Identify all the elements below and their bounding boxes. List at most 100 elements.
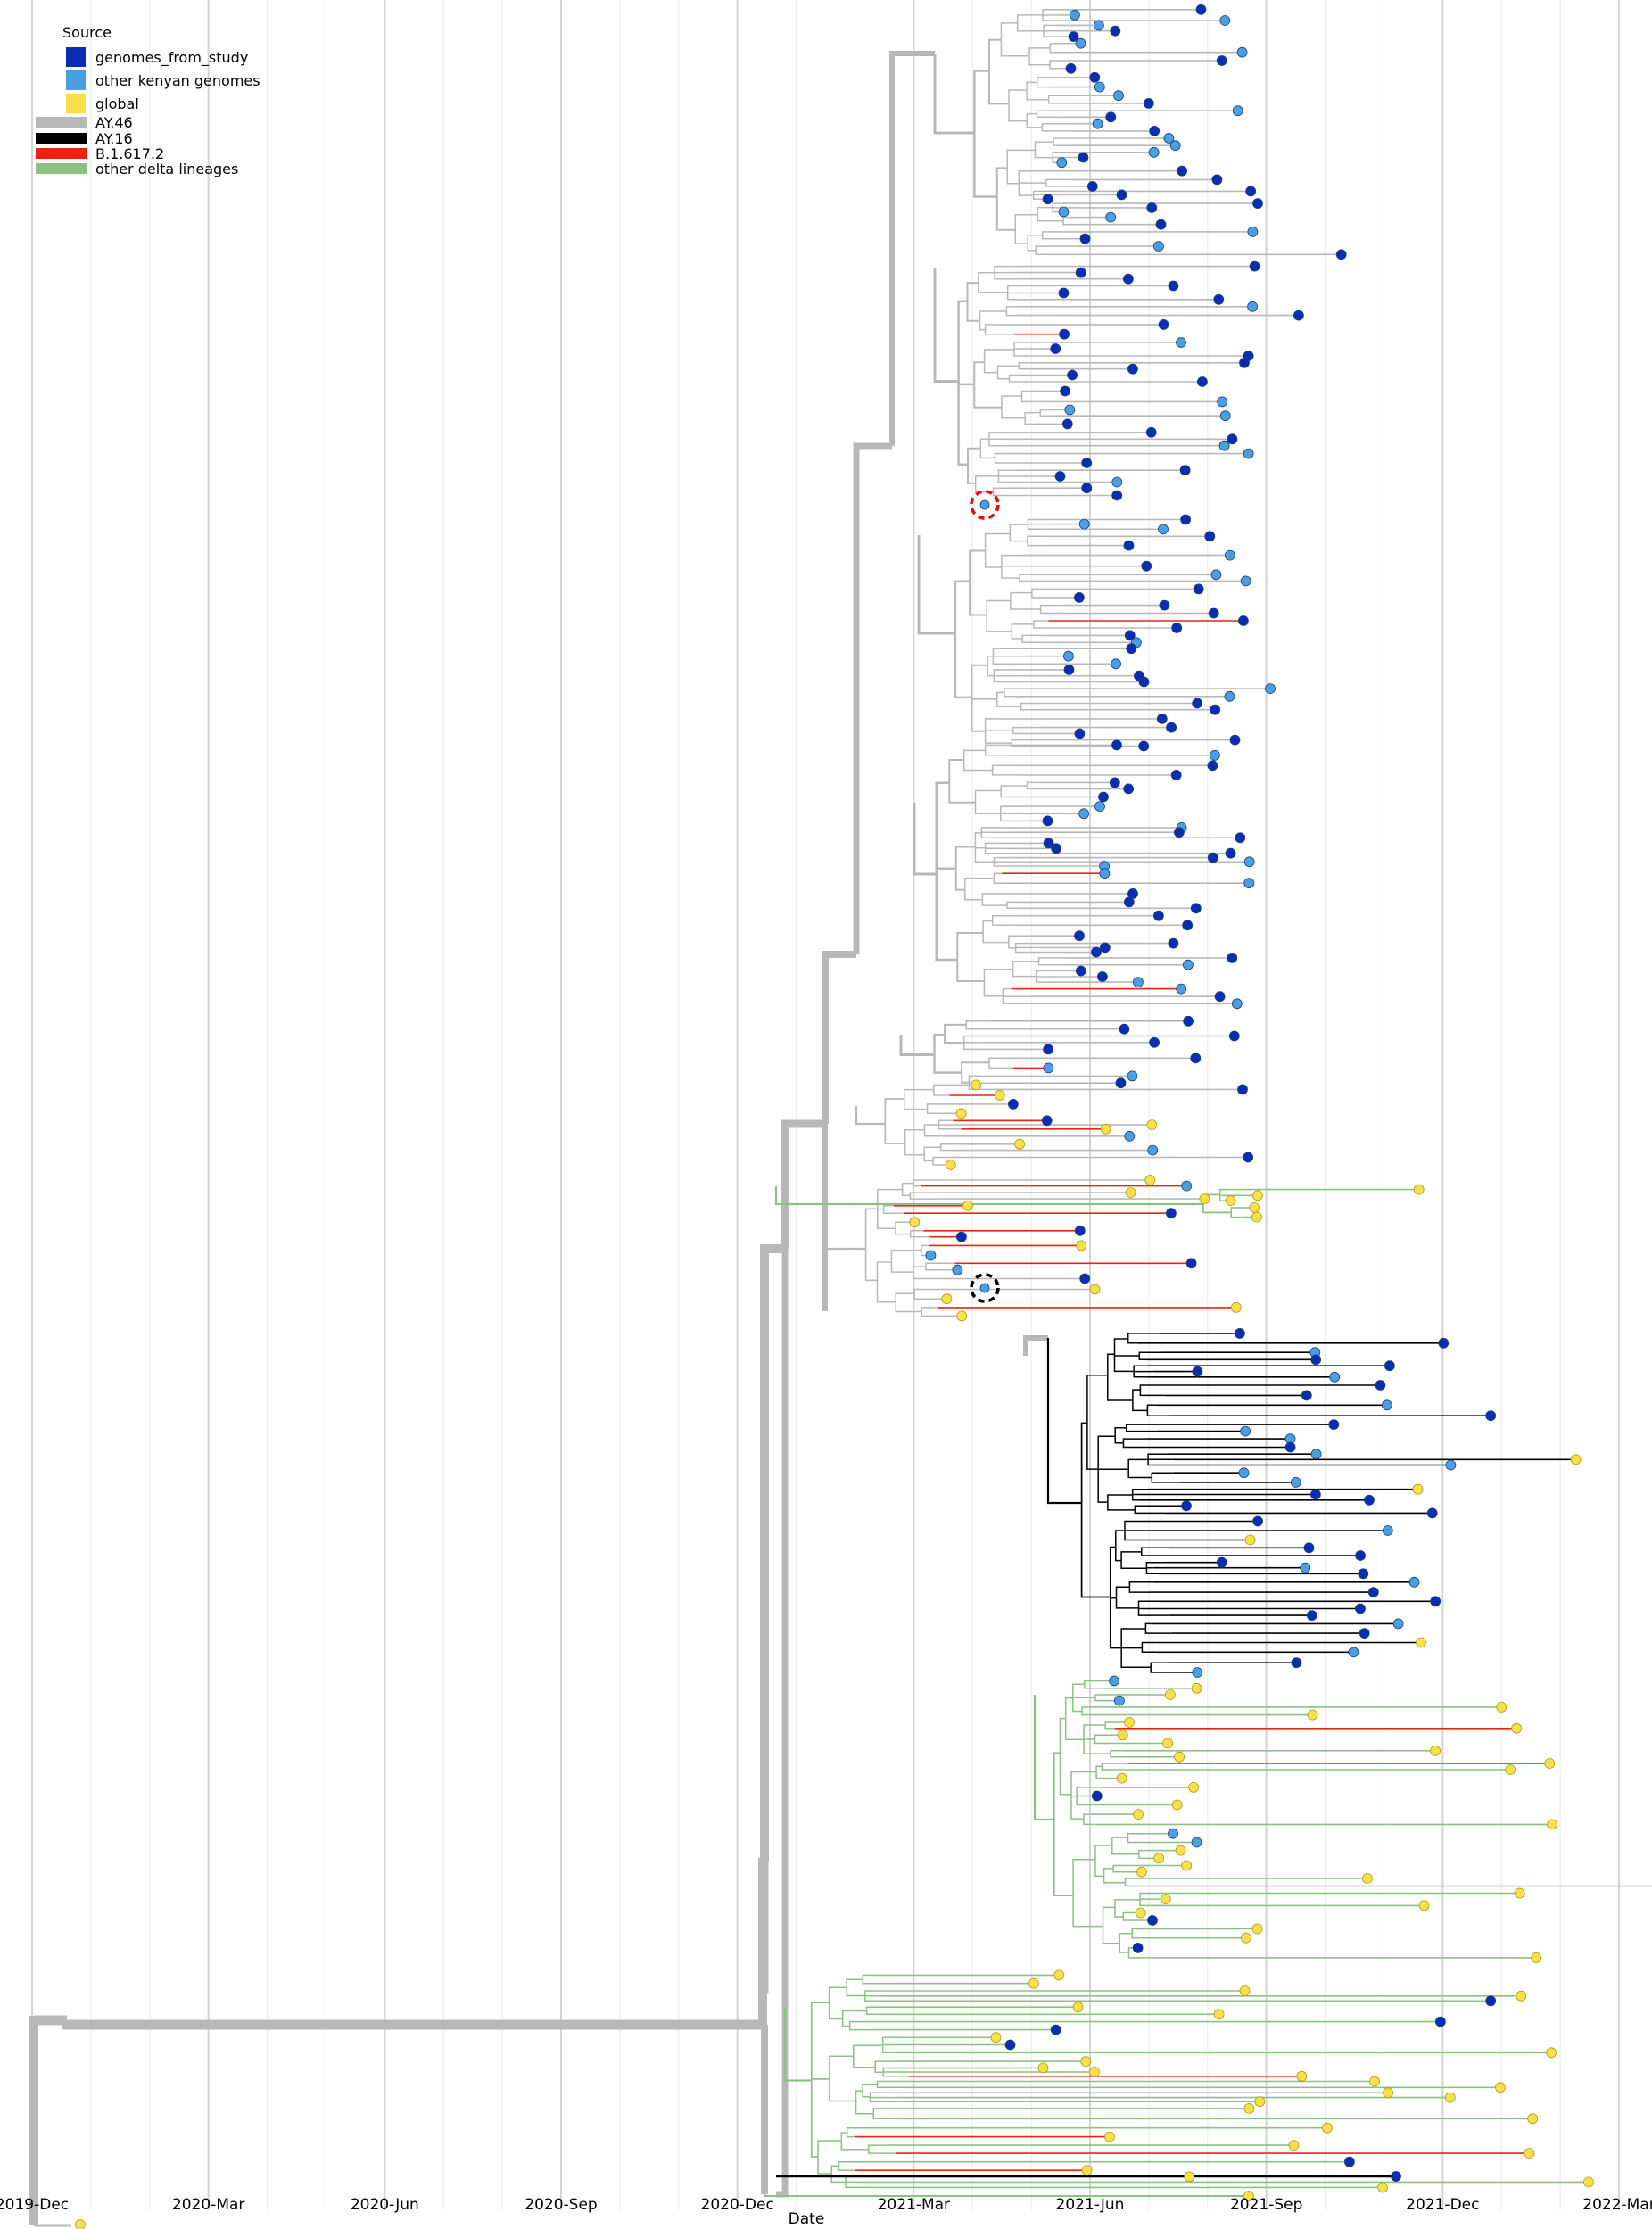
tree-branch [909, 1234, 930, 1238]
tree-branch [935, 874, 958, 962]
tree-branch [1145, 1561, 1165, 1569]
tree-branch [984, 842, 1004, 848]
tree-branch [913, 1266, 926, 1273]
date-gridlines [31, 0, 1620, 2210]
tree-branch [1010, 600, 1041, 610]
legend-swatch-global [66, 94, 86, 113]
x-axis-tick-label: 2021-Mar [878, 2196, 950, 2214]
tree-branch [1070, 1794, 1084, 1820]
tree-branch [1133, 1371, 1146, 1378]
tree-branch [1035, 970, 1055, 977]
tree-tip [1243, 2191, 1254, 2201]
tree-branch [1150, 1667, 1165, 1673]
tree-tip [1075, 267, 1086, 278]
legend-label-global: global [95, 95, 139, 112]
tree-branch [1027, 518, 1037, 525]
tree-branch [1059, 1753, 1071, 1796]
tree-tip [1184, 2171, 1195, 2183]
tree-branch [909, 1230, 924, 1234]
tree-branch [1018, 362, 1036, 367]
tree-branch [913, 1183, 921, 1187]
legend-source-title: Source [62, 24, 112, 41]
tree-branch [1139, 1390, 1165, 1397]
tree-tip [1237, 1084, 1248, 1095]
tree-branch [874, 2060, 895, 2068]
tree-branch [1039, 609, 1060, 615]
tree-branch [1041, 231, 1050, 235]
tree-tip [1408, 1576, 1420, 1588]
tree-branch [1026, 781, 1039, 786]
tree-branch [1146, 1410, 1169, 1416]
tree-branch [1046, 1338, 1082, 1505]
tree-branch [1019, 574, 1032, 578]
tree-branch [862, 1974, 870, 1980]
tree-tip [1252, 1190, 1263, 1201]
tree-branch [1012, 969, 1037, 978]
tree-branch [853, 2044, 883, 2057]
tree-tip [1252, 1515, 1263, 1527]
tree-tip [1158, 524, 1169, 535]
tree-tip [1218, 440, 1230, 451]
tree-branch [1006, 149, 1036, 169]
tree-branch [1009, 533, 1028, 542]
tree-tip [1310, 1449, 1322, 1460]
black-highlight-tip [979, 1283, 990, 1293]
tree-branch [944, 1023, 967, 1036]
tree-branch [1102, 1906, 1115, 1927]
tree-branch [1119, 1932, 1133, 1944]
tree-branch [868, 2149, 896, 2154]
tree-branch [993, 862, 1007, 867]
tree-tip [1099, 868, 1111, 879]
tree-tip [1445, 1459, 1457, 1471]
tree-tip [1098, 791, 1109, 803]
tree-branch [1122, 1438, 1147, 1443]
tree-branch [901, 1189, 911, 1196]
tree-tip [1109, 1675, 1119, 1687]
tree-branch [962, 760, 993, 772]
tree-branch [996, 372, 1010, 380]
tree-branch [1131, 1928, 1150, 1934]
tree-branch [1107, 1375, 1133, 1401]
tree-branch [1045, 178, 1070, 184]
tree-branch [862, 1979, 882, 1985]
tree-branch [984, 550, 1002, 568]
tree-tip [1300, 1562, 1311, 1573]
tree-tip [1583, 2176, 1594, 2188]
tree-branch [909, 1195, 938, 1200]
tree-branch [1027, 235, 1043, 244]
tree-branch [884, 1124, 905, 1144]
tree-branch [1111, 1845, 1139, 1855]
tree-tip [1303, 1542, 1315, 1554]
tree-branch [774, 1186, 1203, 1206]
tree-branch [1008, 89, 1028, 104]
x-axis-tick-label: 2020-Mar [172, 2196, 244, 2214]
tree-branch [1112, 1868, 1138, 1873]
tree-tip [1135, 1907, 1146, 1919]
tree-branch [974, 475, 999, 483]
tree-branch [1081, 1706, 1111, 1712]
tree-tip [1109, 777, 1120, 788]
x-axis-ticks: 2019-Dec 2020-Mar 2020-Jun 2020-Sep 2020-Dec… [0, 2196, 1652, 2214]
tree-branch [865, 2010, 896, 2016]
tree-branch [1147, 1459, 1160, 1466]
tree-branch [1006, 901, 1017, 906]
tree-branch [1083, 1819, 1094, 1826]
tree-tip [1193, 583, 1204, 595]
tree-tip [1362, 1873, 1373, 1884]
tree-branch [810, 2002, 830, 2081]
tree-branch [1139, 1384, 1155, 1391]
tree-branch [1072, 1683, 1085, 1698]
tree-branch [974, 846, 986, 849]
tree-branch [1002, 995, 1031, 1005]
tree-branch [1005, 311, 1014, 317]
tree-tip [1192, 1366, 1203, 1377]
tree-branch [926, 1109, 954, 1115]
tree-branch [1114, 1899, 1140, 1908]
tree-tip [1091, 1790, 1103, 1802]
tree-branch [995, 196, 1016, 231]
tree-branch [1122, 1917, 1149, 1921]
tree-tip [1180, 514, 1191, 525]
tree-branch [1026, 90, 1049, 101]
tree-branch [1081, 1711, 1090, 1716]
tree-tip [1067, 369, 1078, 381]
